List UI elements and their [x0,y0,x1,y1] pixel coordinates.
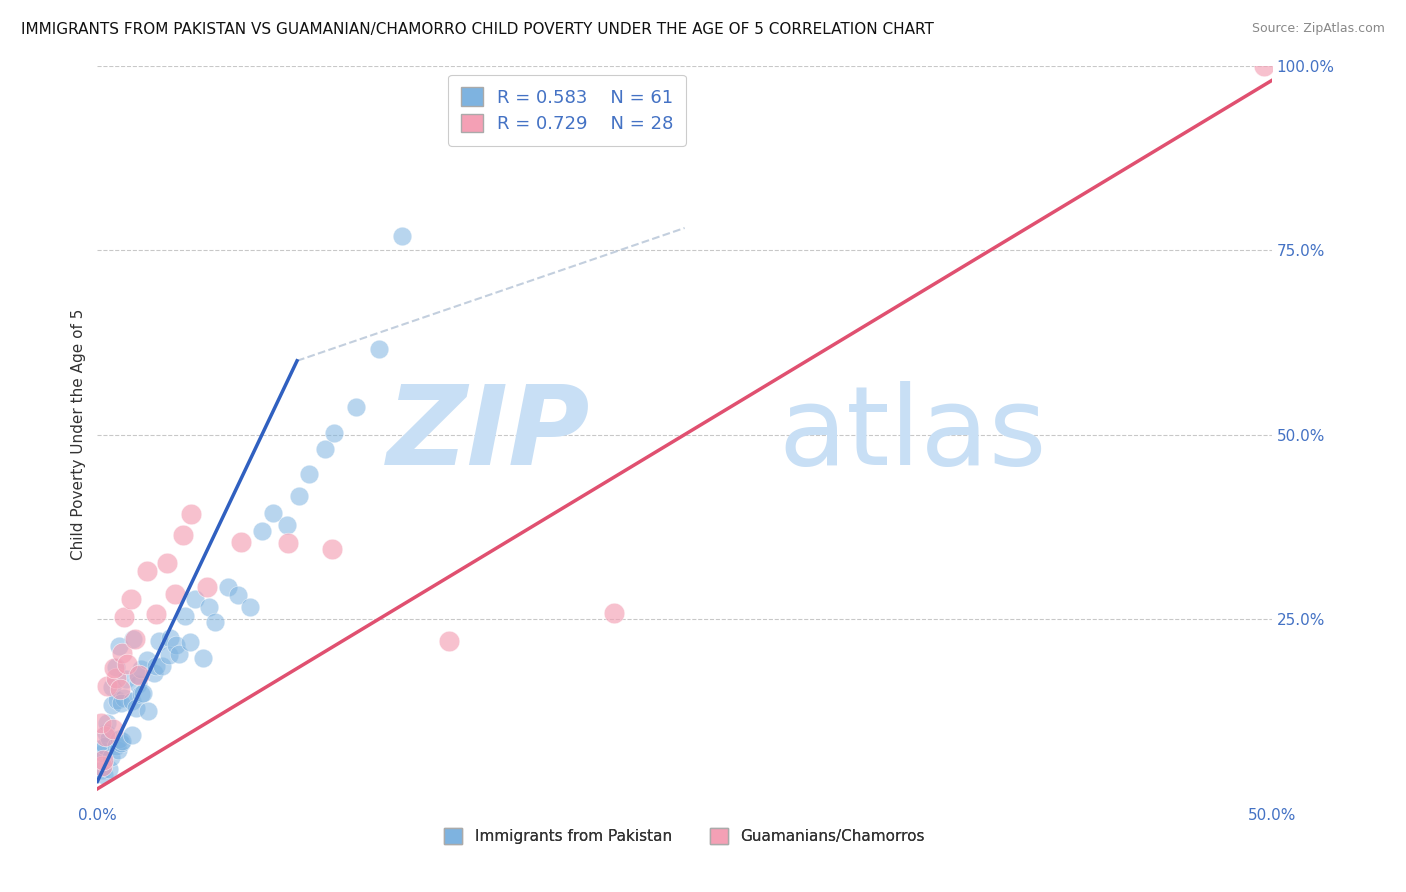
Point [111,646,134,660]
Point [165,638,187,652]
Point [252,524,274,538]
Y-axis label: Child Poverty Under the Age of 5: Child Poverty Under the Age of 5 [72,309,86,560]
Point [93,746,115,760]
Point [195,580,218,594]
Point [323,425,346,440]
Point [101,723,124,737]
Text: atlas: atlas [779,381,1047,488]
Point [111,733,134,747]
Point [101,698,124,712]
Point [94,730,117,744]
Point [156,556,179,570]
Point [103,661,125,675]
Point [262,506,284,520]
Point [115,673,138,687]
Point [173,609,195,624]
Point [105,671,128,685]
Point [167,647,190,661]
Point [108,731,131,746]
Point [321,542,343,557]
Point [121,632,143,646]
Point [142,665,165,680]
Point [96,716,118,731]
Point [94,726,117,740]
Point [136,653,159,667]
Point [277,536,299,550]
Point [125,668,148,682]
Point [229,534,252,549]
Point [96,679,118,693]
Point [204,615,226,630]
Point [89,741,111,756]
Point [367,343,389,357]
Point [108,681,131,696]
Point [344,401,367,415]
Point [124,632,146,646]
Point [180,508,202,522]
Point [90,716,112,731]
Point [145,607,167,622]
Point [110,696,132,710]
Point [298,467,321,482]
Point [276,518,298,533]
Point [108,639,131,653]
Point [152,659,174,673]
Point [90,758,112,772]
Legend: Immigrants from Pakistan, Guamanians/Chamorros: Immigrants from Pakistan, Guamanians/Cha… [433,818,936,855]
Point [112,609,135,624]
Point [105,739,128,753]
Point [98,731,121,745]
Point [439,634,461,648]
Point [105,660,128,674]
Point [105,693,128,707]
Point [226,588,249,602]
Point [131,662,153,676]
Point [121,728,143,742]
Point [145,659,167,673]
Point [120,592,142,607]
Point [100,750,122,764]
Point [91,763,114,777]
Point [287,489,309,503]
Point [110,736,132,750]
Point [129,687,152,701]
Point [191,650,214,665]
Point [91,753,114,767]
Point [115,657,138,672]
Point [148,633,170,648]
Point [93,767,115,781]
Point [157,648,180,663]
Text: Source: ZipAtlas.com: Source: ZipAtlas.com [1251,22,1385,36]
Point [112,690,135,705]
Point [198,599,221,614]
Point [107,743,129,757]
Point [603,606,626,620]
Point [101,680,124,694]
Point [179,635,201,649]
Point [163,587,186,601]
Point [125,701,148,715]
Point [94,739,117,753]
Text: IMMIGRANTS FROM PAKISTAN VS GUAMANIAN/CHAMORRO CHILD POVERTY UNDER THE AGE OF 5 : IMMIGRANTS FROM PAKISTAN VS GUAMANIAN/CH… [21,22,934,37]
Point [128,668,150,682]
Point [172,528,194,542]
Point [127,677,149,691]
Point [183,592,205,607]
Point [98,762,121,776]
Point [159,631,181,645]
Point [136,704,159,718]
Point [217,580,239,594]
Point [239,600,262,615]
Point [121,694,143,708]
Point [1253,59,1275,73]
Point [136,564,159,578]
Point [314,442,336,456]
Point [132,686,155,700]
Point [391,228,413,243]
Text: ZIP: ZIP [387,381,591,488]
